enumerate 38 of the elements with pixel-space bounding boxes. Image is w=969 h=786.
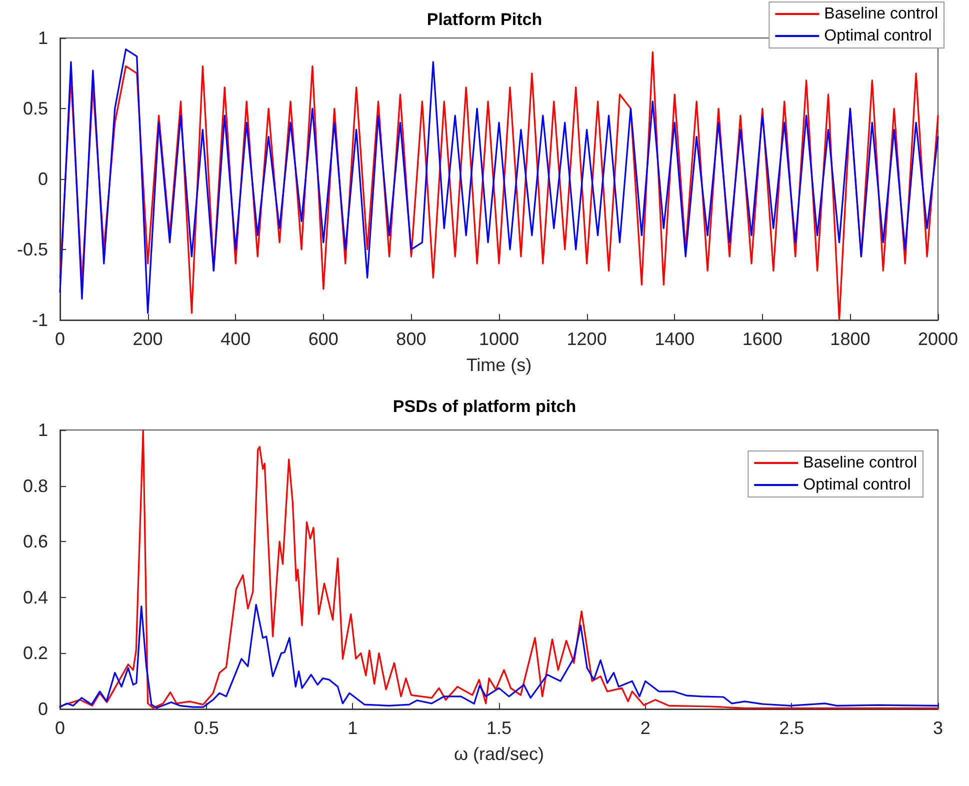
y-tick-label: 0.8 <box>22 476 48 496</box>
x-tick-label: 3 <box>932 718 944 738</box>
x-tick-label: 200 <box>132 329 163 349</box>
x-tick-label: 600 <box>308 329 338 349</box>
chart-title: Platform Pitch <box>426 10 542 29</box>
y-tick-label: 0.6 <box>22 532 48 552</box>
legend-label: Optimal control <box>803 476 911 494</box>
y-tick-label: 0.4 <box>22 587 48 608</box>
x-tick-label: 1 <box>348 718 358 738</box>
y-tick-label: 0.5 <box>22 98 48 118</box>
y-tick-label: 1 <box>38 420 48 440</box>
legend-label: Baseline control <box>824 6 938 22</box>
x-tick-label: 400 <box>220 329 251 349</box>
y-tick-label: 0 <box>38 169 48 189</box>
x-tick-label: 1000 <box>478 329 520 349</box>
y-tick-label: 0 <box>38 699 48 719</box>
x-tick-label: 0 <box>54 718 66 738</box>
x-tick-label: 2 <box>640 718 650 738</box>
x-tick-label: 0.5 <box>194 718 219 738</box>
y-tick-label: 0.2 <box>22 643 48 664</box>
x-axis-title: Time (s) <box>466 355 532 375</box>
x-tick-label: 1600 <box>742 329 782 349</box>
x-tick-label: 1800 <box>830 329 870 349</box>
x-axis-title: ω (rad/sec) <box>454 744 544 764</box>
legend-label: Baseline control <box>803 454 917 472</box>
x-tick-label: 0 <box>54 329 66 349</box>
chart-title: PSDs of platform pitch <box>392 397 576 416</box>
x-tick-label: 2.5 <box>779 718 804 738</box>
legend-label: Optimal control <box>824 28 932 44</box>
x-tick-label: 2000 <box>918 329 958 349</box>
y-tick-label: -1 <box>32 310 48 330</box>
y-tick-label: -0.5 <box>16 240 48 260</box>
line-series <box>59 429 939 709</box>
y-tick-label: 1 <box>38 28 48 48</box>
x-tick-label: 1.5 <box>486 718 512 738</box>
x-tick-label: 1200 <box>566 329 607 349</box>
x-tick-label: 1400 <box>654 329 695 349</box>
x-tick-label: 800 <box>396 329 426 349</box>
